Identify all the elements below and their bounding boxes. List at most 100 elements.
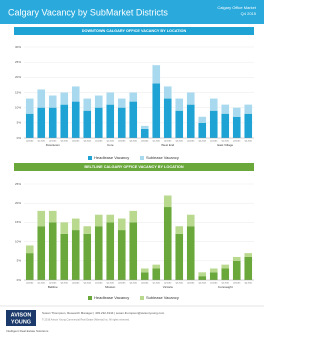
logo-text: AVISON bbox=[11, 312, 32, 318]
bar bbox=[244, 256, 253, 280]
legend-label: Headlease Vacancy bbox=[94, 155, 129, 160]
x-tick-label: Q4 2015 bbox=[187, 141, 194, 143]
bar bbox=[175, 98, 184, 111]
bar bbox=[83, 233, 92, 280]
bar bbox=[209, 98, 218, 111]
bar bbox=[106, 92, 115, 105]
header-subtitle: Calgary Office Market bbox=[217, 5, 256, 10]
bar bbox=[83, 226, 92, 234]
legend-label: Sublease Vacancy bbox=[146, 295, 179, 300]
legend-swatch bbox=[140, 296, 144, 300]
bar bbox=[106, 214, 115, 223]
bar bbox=[48, 107, 57, 138]
bar bbox=[186, 214, 195, 227]
bar bbox=[117, 230, 126, 280]
y-tick-label: 5% bbox=[17, 121, 22, 125]
bar bbox=[140, 268, 149, 273]
bar bbox=[221, 113, 230, 138]
group-label: West End bbox=[161, 143, 174, 147]
x-tick-label: Q1 2015 bbox=[38, 283, 45, 285]
header-bar bbox=[0, 0, 264, 24]
bar bbox=[106, 222, 115, 280]
x-tick-label: Q3 2015 bbox=[61, 283, 68, 285]
bar bbox=[140, 272, 149, 280]
y-tick-label: 0% bbox=[17, 278, 22, 282]
bar bbox=[25, 253, 34, 280]
legend-swatch bbox=[88, 156, 92, 160]
bar bbox=[221, 268, 230, 280]
bar bbox=[163, 98, 172, 138]
bar bbox=[186, 226, 195, 280]
y-tick-label: 30% bbox=[15, 45, 21, 49]
y-tick-label: 25% bbox=[15, 60, 21, 64]
bar bbox=[175, 110, 184, 138]
bar bbox=[48, 210, 57, 223]
bar bbox=[60, 222, 69, 234]
bar bbox=[232, 116, 241, 138]
x-tick-label: Q4 2014 bbox=[141, 283, 148, 285]
bar bbox=[175, 233, 184, 280]
page-title: Calgary Vacancy by SubMarket Districts bbox=[8, 7, 168, 17]
x-tick-label: Q4 2015 bbox=[187, 283, 194, 285]
bar bbox=[60, 92, 69, 105]
bar bbox=[71, 101, 80, 138]
bar bbox=[37, 107, 46, 138]
x-tick-label: Q4 2014 bbox=[26, 283, 33, 285]
y-tick-label: 20% bbox=[15, 75, 21, 79]
header-date: Q4 2015 bbox=[241, 11, 257, 16]
bar bbox=[198, 122, 207, 138]
x-tick-label: Q4 2015 bbox=[245, 141, 252, 143]
chart-title: DOWNTOWN CALGARY OFFICE VACANCY BY LOCAT… bbox=[82, 29, 187, 33]
x-tick-label: Q2 2015 bbox=[222, 283, 229, 285]
bar bbox=[152, 65, 161, 84]
bar bbox=[83, 110, 92, 138]
bar bbox=[163, 195, 172, 208]
bar bbox=[221, 104, 230, 114]
bar bbox=[163, 86, 172, 99]
bar bbox=[37, 226, 46, 280]
y-tick-label: 5% bbox=[17, 259, 22, 263]
bar bbox=[244, 104, 253, 114]
bar bbox=[71, 230, 80, 280]
bar bbox=[140, 128, 149, 138]
y-tick-label: 0% bbox=[17, 136, 22, 140]
x-tick-label: Q4 2015 bbox=[72, 141, 79, 143]
y-tick-label: 15% bbox=[15, 90, 21, 94]
bar bbox=[186, 92, 195, 105]
x-tick-label: Q4 2015 bbox=[72, 283, 79, 285]
x-tick-label: Q4 2014 bbox=[84, 283, 91, 285]
bar bbox=[60, 104, 69, 138]
bar bbox=[140, 125, 149, 129]
chart-title-bar bbox=[14, 27, 254, 35]
document: Calgary Vacancy by SubMarket Districts C… bbox=[0, 0, 264, 333]
x-tick-label: Q1 2015 bbox=[95, 141, 102, 143]
bar bbox=[152, 268, 161, 280]
bar bbox=[48, 95, 57, 108]
x-tick-label: Q3 2015 bbox=[118, 283, 125, 285]
x-tick-label: Q3 2015 bbox=[176, 141, 183, 143]
y-tick-label: 15% bbox=[15, 220, 21, 224]
y-tick-label: 20% bbox=[15, 201, 21, 205]
x-tick-label: Q2 2015 bbox=[164, 283, 171, 285]
x-tick-label: Q4 2014 bbox=[26, 141, 33, 143]
x-tick-label: Q4 2015 bbox=[130, 283, 137, 285]
bar bbox=[221, 264, 230, 269]
x-tick-label: Q4 2015 bbox=[245, 283, 252, 285]
bar bbox=[71, 86, 80, 102]
x-tick-label: Q4 2014 bbox=[141, 141, 148, 143]
x-tick-label: Q1 2015 bbox=[38, 141, 45, 143]
contact: Susan Thompson, Research Manager | 403.2… bbox=[42, 311, 165, 315]
x-tick-label: Q1 2015 bbox=[210, 283, 217, 285]
x-tick-label: Q2 2015 bbox=[164, 141, 171, 143]
x-tick-label: Q3 2015 bbox=[233, 283, 240, 285]
x-tick-label: Q2 2015 bbox=[107, 283, 114, 285]
bar bbox=[117, 218, 126, 231]
bar bbox=[244, 253, 253, 257]
y-tick-label: 25% bbox=[15, 182, 21, 186]
group-label: Downtown bbox=[46, 143, 60, 147]
chart-title: BELTLINE CALGARY OFFICE VACANCY BY LOCAT… bbox=[84, 165, 183, 169]
bar bbox=[117, 98, 126, 108]
group-label: Victoria bbox=[163, 285, 173, 289]
x-tick-label: Q4 2014 bbox=[199, 283, 206, 285]
bar bbox=[37, 210, 46, 227]
